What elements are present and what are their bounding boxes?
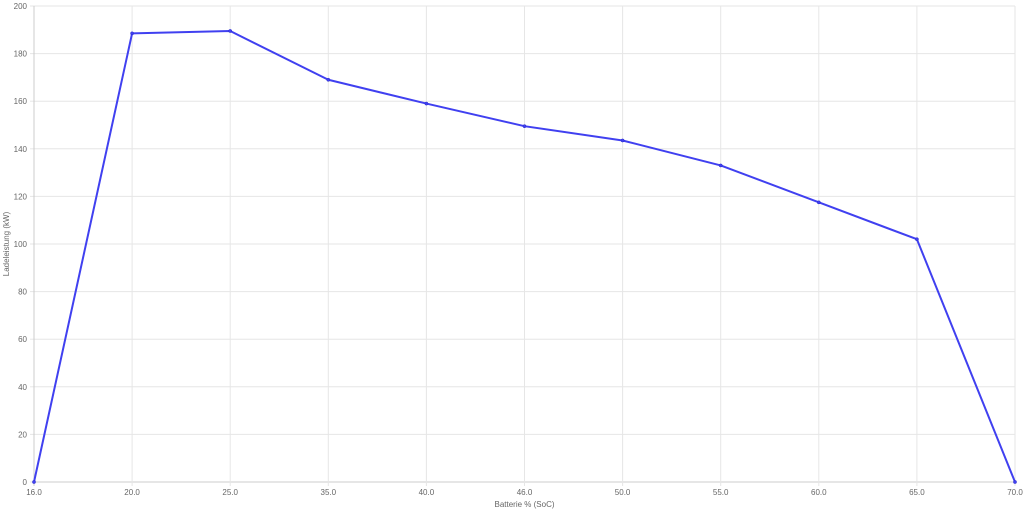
x-tick-label: 55.0 [713,488,729,497]
data-point[interactable] [620,138,625,143]
x-tick-label: 40.0 [419,488,435,497]
x-tick-label: 20.0 [124,488,140,497]
x-axis-title: Batterie % (SoC) [494,500,554,509]
y-tick-label: 0 [23,478,28,487]
y-tick-label: 100 [14,240,28,249]
series-group [32,29,1017,484]
y-axis-ticks: 0 20 40 60 80 100 120 140 160 180 200 [14,2,28,487]
y-tick-label: 120 [14,192,28,201]
y-tick-label: 80 [18,288,27,297]
y-tick-label: 60 [18,335,27,344]
y-tick-label: 140 [14,145,28,154]
x-tick-label: 46.0 [517,488,533,497]
x-tick-label: 16.0 [26,488,42,497]
data-point[interactable] [130,31,134,36]
y-tick-label: 20 [18,430,27,439]
y-tick-label: 200 [14,2,28,11]
data-point[interactable] [915,237,919,242]
x-tick-label: 65.0 [909,488,925,497]
data-point[interactable] [326,77,331,82]
y-tick-label: 40 [18,383,27,392]
x-tick-label: 70.0 [1007,488,1023,497]
data-point[interactable] [1013,480,1017,484]
y-tick-label: 160 [14,97,28,106]
x-tick-label: 60.0 [811,488,827,497]
x-tick-label: 35.0 [321,488,337,497]
data-point[interactable] [816,200,821,205]
x-tick-label: 50.0 [615,488,631,497]
data-point[interactable] [228,29,233,33]
data-point[interactable] [718,163,723,168]
data-point[interactable] [424,101,429,106]
x-tick-label: 25.0 [222,488,238,497]
y-axis-title: Ladeleistung (kW) [2,211,11,276]
grid [30,5,1016,486]
data-point[interactable] [32,480,36,484]
y-tick-label: 180 [14,50,28,59]
x-axis-ticks: 16.0 20.0 25.0 35.0 40.0 46.0 50.0 55.0 60.0 65.0… [26,488,1023,497]
data-point[interactable] [522,124,527,129]
